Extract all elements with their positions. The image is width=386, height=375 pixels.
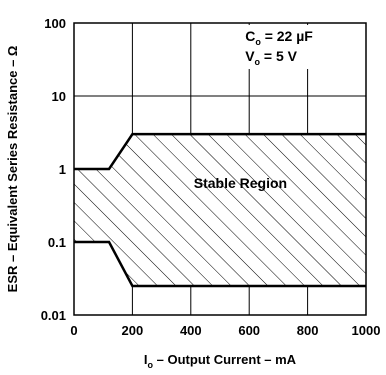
x-axis-label: Io – Output Current – mA: [144, 352, 297, 370]
upper-boundary-line: [74, 132, 366, 171]
region-label: Stable Region: [194, 175, 287, 191]
y-tick-label: 0.01: [41, 308, 66, 323]
y-tick-label: 1: [59, 162, 66, 177]
x-tick-label: 0: [70, 323, 77, 338]
stable-region: [74, 132, 366, 288]
condition-annotation: Co = 22 µF: [245, 28, 313, 47]
condition-annotation: Vo = 5 V: [245, 48, 297, 67]
stable-region-hatch: [74, 134, 366, 286]
y-tick-label: 10: [52, 89, 66, 104]
labels: 0 200 400 600 800 1000 0.01 0.1 1 10 100 Io – Outpu…: [5, 16, 380, 370]
x-tick-label: 1000: [352, 323, 381, 338]
plot-frame: [73, 22, 367, 316]
x-tick-label: 400: [180, 323, 202, 338]
annotation-bg: [241, 25, 364, 69]
x-tick-label: 200: [122, 323, 144, 338]
x-tick-label: 800: [297, 323, 319, 338]
y-tick-label: 100: [44, 16, 66, 31]
y-axis-label: ESR – Equivalent Series Resistance – Ω: [5, 46, 20, 293]
plot-border: [73, 22, 367, 316]
lower-boundary-line: [74, 240, 366, 288]
y-tick-label: 0.1: [48, 235, 66, 250]
x-tick-label: 600: [238, 323, 260, 338]
